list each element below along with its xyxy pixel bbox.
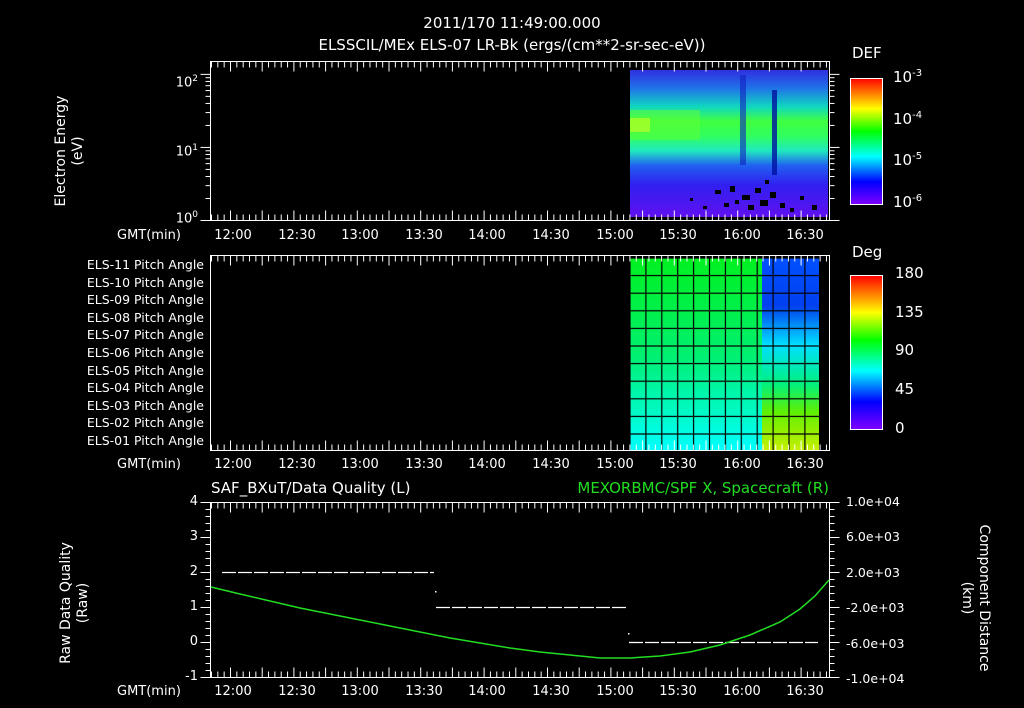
quality-right-ytick: 1.0e+04 (846, 494, 900, 509)
pitch-angle-row-label: ELS-01 Pitch Angle (86, 433, 204, 448)
deg-colorbar (850, 275, 883, 430)
deg-colorbar-title: Deg (852, 243, 883, 261)
quality-left-ytick: 1 (189, 599, 198, 614)
energy-axis-label-line1: Electron Energy (53, 95, 69, 207)
xtick-label: 12:30 (278, 457, 316, 472)
def-tick: 10-6 (893, 193, 923, 211)
pitch-angle-row-label: ELS-10 Pitch Angle (86, 274, 204, 290)
deg-tick: 180 (895, 264, 924, 282)
energy-spectrogram (630, 70, 828, 217)
pitch-angle-row-label: ELS-02 Pitch Angle (86, 415, 204, 431)
xtick-label: 12:00 (214, 228, 252, 243)
xtick-label: 12:00 (214, 457, 252, 472)
quality-xaxis-label: GMT(min) (117, 684, 181, 699)
pitch-angle-row-label: ELS-06 Pitch Angle (86, 345, 204, 360)
quality-left-ytick: -1 (185, 669, 198, 684)
def-tick: 10-5 (893, 151, 923, 169)
xtick-label: 12:30 (278, 228, 316, 243)
energy-panel-frame (210, 61, 830, 221)
xtick-label: 15:30 (659, 228, 697, 243)
pitch-angle-row-label: ELS-09 Pitch Angle (86, 292, 204, 308)
quality-right-ytick: 2.0e+03 (846, 564, 900, 580)
xtick-label: 14:30 (532, 228, 570, 243)
def-tick: 10-4 (893, 110, 923, 128)
xtick-label: 14:00 (468, 228, 506, 243)
deg-tick: 90 (895, 341, 915, 359)
energy-ytick-100: 102 (175, 74, 198, 91)
pitch-angle-row-label: ELS-11 Pitch Angle (86, 257, 204, 272)
xtick-label: 14:00 (468, 457, 506, 472)
xtick-label: 12:30 (278, 684, 316, 699)
xtick-label: 14:30 (532, 457, 570, 472)
def-colorbar (850, 78, 883, 205)
energy-ytick-10: 101 (175, 143, 198, 160)
quality-left-ytick: 0 (189, 634, 198, 649)
xtick-label: 16:30 (786, 684, 824, 699)
xtick-label: 13:00 (341, 457, 379, 472)
quality-right-axis-line1: Component Distance (976, 524, 992, 672)
quality-right-ytick: 6.0e+03 (846, 529, 900, 545)
quality-left-axis-line2: (Raw) (75, 582, 91, 624)
quality-left-ytick: 3 (189, 529, 198, 544)
energy-axis-label-line2: (eV) (70, 136, 86, 166)
xtick-label: 16:00 (723, 457, 761, 472)
pitch-angle-heatmap (630, 258, 819, 451)
energy-axis-label: Electron Energy (eV) (53, 81, 87, 221)
pitch-xaxis-label: GMT(min) (117, 457, 181, 472)
xtick-label: 14:30 (532, 684, 570, 699)
pitch-angle-row-label: ELS-08 Pitch Angle (86, 309, 204, 325)
quality-right-title: MEXORBMC/SPF X, Spacecraft (R) (577, 479, 829, 497)
xtick-label: 12:00 (214, 684, 252, 699)
quality-right-axis-line2: (km) (959, 581, 975, 615)
xtick-label: 13:30 (405, 228, 443, 243)
quality-left-ytick: 2 (189, 564, 198, 579)
data-quality-line (222, 571, 818, 644)
xtick-label: 15:00 (596, 228, 634, 243)
spacecraft-x-line (210, 579, 830, 659)
quality-left-title: SAF_BXuT/Data Quality (L) (211, 479, 411, 497)
deg-tick: 135 (895, 303, 924, 321)
quality-right-ytick: -1.0e+04 (846, 671, 905, 686)
xtick-label: 15:00 (596, 457, 634, 472)
energy-ytick-1: 100 (175, 210, 198, 227)
pitch-angle-row-label: ELS-03 Pitch Angle (86, 397, 204, 413)
quality-right-ytick: -2.0e+03 (846, 600, 905, 616)
plot-subtitle: ELSSCIL/MEx ELS-07 LR-Bk (ergs/(cm**2-sr… (318, 36, 706, 54)
xtick-label: 15:00 (596, 684, 634, 699)
energy-xaxis-label: GMT(min) (117, 228, 181, 243)
pitch-angle-row-label: ELS-05 Pitch Angle (86, 362, 204, 378)
def-tick: 10-3 (893, 68, 923, 86)
xtick-label: 16:30 (786, 457, 824, 472)
pitch-panel-frame (210, 255, 830, 451)
def-colorbar-title: DEF (852, 44, 882, 62)
quality-panel-frame (210, 502, 830, 678)
xtick-label: 16:00 (723, 684, 761, 699)
xtick-label: 16:30 (786, 228, 824, 243)
xtick-label: 13:00 (341, 684, 379, 699)
xtick-label: 16:00 (723, 228, 761, 243)
quality-left-ytick: 4 (189, 494, 198, 509)
xtick-label: 15:30 (659, 457, 697, 472)
quality-right-ytick: -6.0e+03 (846, 635, 905, 651)
pitch-angle-row-label: ELS-04 Pitch Angle (86, 380, 204, 396)
xtick-label: 14:00 (468, 684, 506, 699)
xtick-label: 13:00 (341, 228, 379, 243)
deg-tick: 0 (895, 419, 905, 437)
xtick-label: 15:30 (659, 684, 697, 699)
quality-left-axis-label: Raw Data Quality (Raw) (58, 538, 92, 668)
deg-tick: 45 (895, 380, 915, 398)
xtick-label: 13:30 (405, 457, 443, 472)
plot-timestamp: 2011/170 11:49:00.000 (423, 14, 601, 32)
quality-right-axis-label: Component Distance (km) (958, 513, 992, 683)
xtick-label: 13:30 (405, 684, 443, 699)
quality-left-axis-line1: Raw Data Quality (58, 542, 74, 664)
pitch-angle-row-label: ELS-07 Pitch Angle (86, 327, 204, 343)
